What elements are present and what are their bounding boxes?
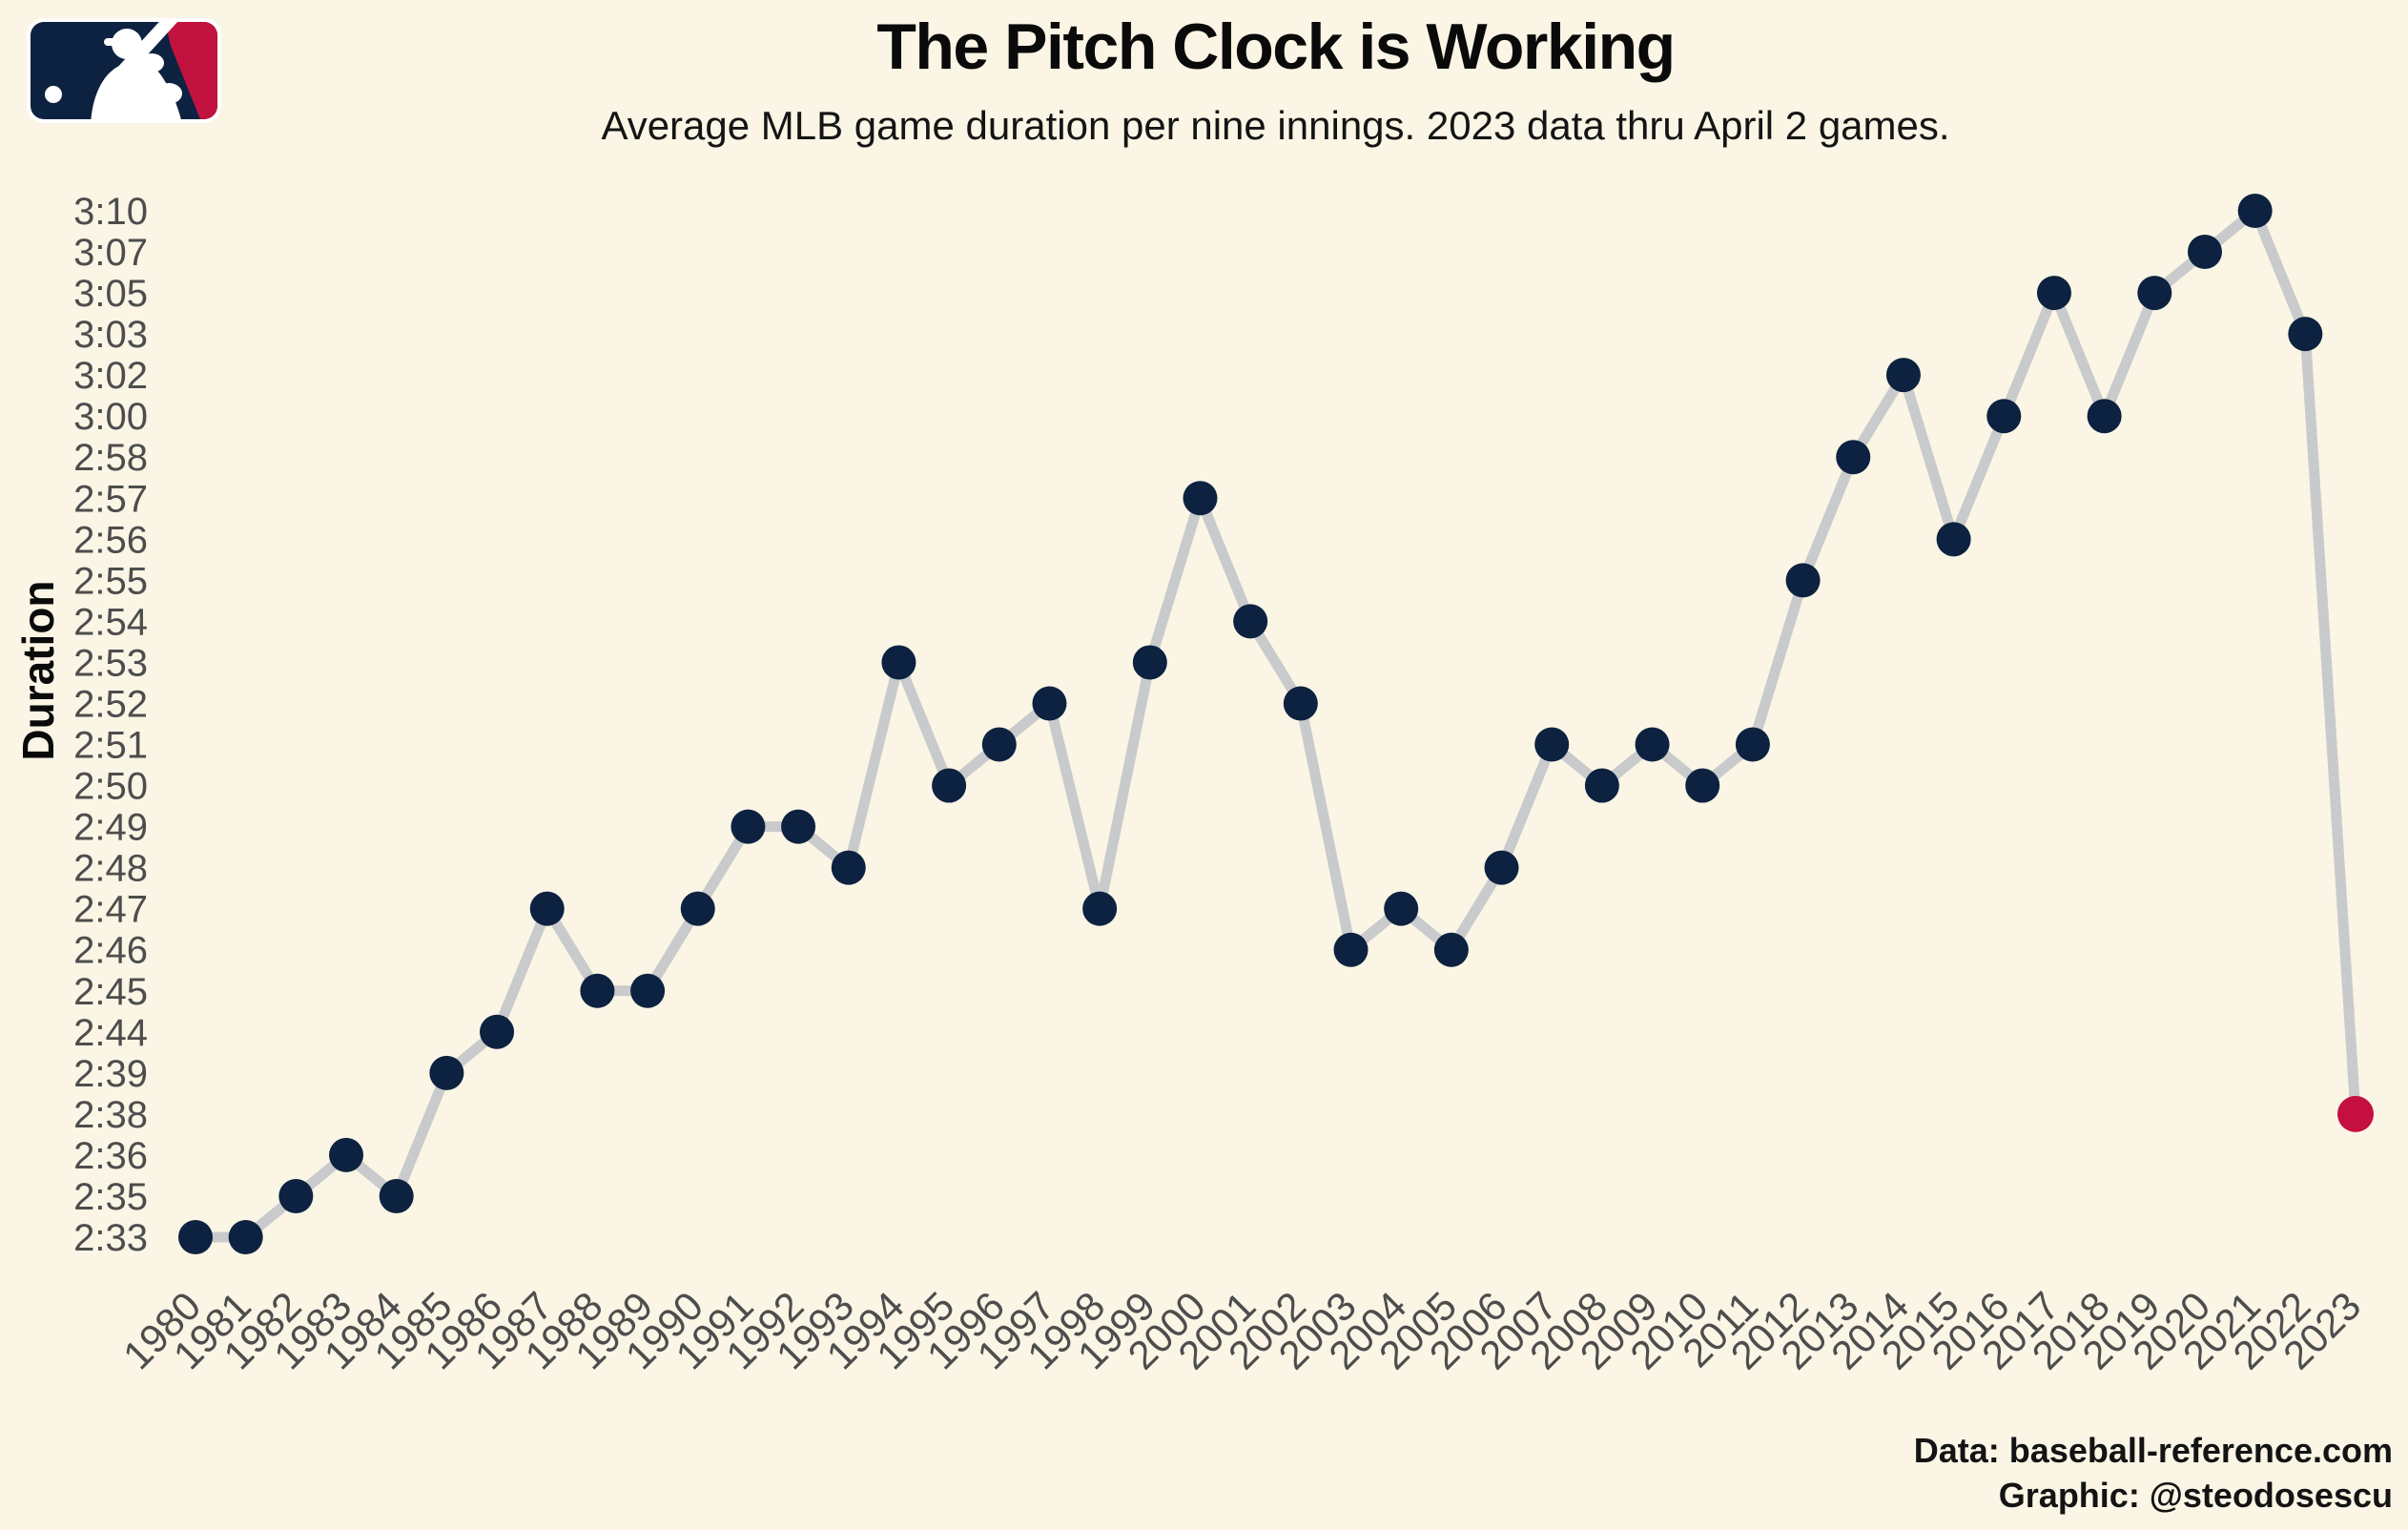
data-point <box>2237 194 2273 228</box>
data-point <box>2087 399 2122 434</box>
data-point-highlight-2023 <box>2337 1095 2374 1132</box>
y-tick-label: 2:51 <box>73 725 148 767</box>
y-tick-label: 2:46 <box>73 930 148 972</box>
data-point <box>1082 891 1118 926</box>
data-point <box>1836 440 1871 475</box>
logo-helmet-brim <box>104 38 129 46</box>
data-point <box>228 1220 263 1254</box>
data-point <box>480 1014 515 1049</box>
logo-red-field <box>165 22 217 119</box>
data-point <box>1032 686 1067 721</box>
y-tick-label: 2:33 <box>73 1217 148 1259</box>
data-point <box>1936 522 1971 557</box>
y-tick-label: 2:57 <box>73 478 148 520</box>
data-point <box>630 973 666 1008</box>
y-tick-label: 2:50 <box>73 766 148 808</box>
y-tick-label: 2:52 <box>73 683 148 725</box>
data-point <box>1384 891 1419 926</box>
data-point <box>831 850 866 885</box>
y-tick-label: 3:02 <box>73 355 148 397</box>
data-point <box>1685 768 1720 803</box>
data-point <box>329 1137 364 1172</box>
data-point <box>1283 686 1318 721</box>
y-tick-label: 2:56 <box>73 519 148 561</box>
y-tick-label: 2:49 <box>73 807 148 849</box>
data-point <box>1433 932 1469 967</box>
y-tick-label: 2:48 <box>73 848 148 890</box>
y-tick-label: 2:47 <box>73 889 148 931</box>
mlb-logo <box>27 18 221 123</box>
data-point <box>580 973 615 1008</box>
data-point <box>2137 276 2172 311</box>
data-point <box>2187 235 2222 270</box>
y-tick-label: 2:53 <box>73 642 148 684</box>
y-tick-label: 3:07 <box>73 232 148 274</box>
y-tick-label: 3:10 <box>73 191 148 233</box>
data-point <box>1233 604 1268 639</box>
y-axis-tick-labels: 3:103:073:053:033:023:002:582:572:562:55… <box>73 191 148 1259</box>
data-point <box>2036 276 2071 311</box>
data-point <box>680 891 715 926</box>
data-point <box>278 1178 314 1213</box>
y-tick-label: 2:58 <box>73 437 148 479</box>
data-point <box>1635 727 1670 762</box>
data-point <box>932 768 967 803</box>
data-point <box>981 727 1017 762</box>
y-tick-label: 2:54 <box>73 601 148 643</box>
y-tick-label: 2:38 <box>73 1094 148 1136</box>
data-point <box>529 891 565 926</box>
data-point <box>781 809 816 844</box>
page-title: The Pitch Clock is Working <box>876 10 1676 83</box>
y-tick-label: 2:55 <box>73 560 148 602</box>
logo-ball <box>45 86 62 103</box>
data-point <box>1584 768 1619 803</box>
data-point <box>379 1178 414 1213</box>
y-tick-label: 2:36 <box>73 1135 148 1177</box>
data-point <box>178 1220 213 1254</box>
data-point <box>1735 727 1770 762</box>
x-axis-tick-labels: 1980198119821983198419851986198719881989… <box>114 1283 2369 1377</box>
data-point <box>1484 850 1519 885</box>
data-point <box>1132 645 1167 680</box>
logo-batter-arm <box>155 83 182 104</box>
data-point <box>731 809 766 844</box>
data-source-credit: Data: baseball-reference.com <box>1913 1431 2393 1471</box>
data-point <box>1183 481 1218 516</box>
credits: Data: baseball-reference.com Graphic: @s… <box>1914 1429 2393 1519</box>
data-point <box>1885 358 1921 393</box>
data-point <box>429 1055 464 1090</box>
y-tick-label: 2:44 <box>73 1012 148 1054</box>
page-subtitle: Average MLB game duration per nine innin… <box>601 103 1950 148</box>
data-point <box>1534 727 1570 762</box>
y-tick-label: 3:03 <box>73 314 148 356</box>
y-tick-label: 3:00 <box>73 396 148 438</box>
y-tick-label: 2:35 <box>73 1176 148 1218</box>
logo-batter-hands <box>139 53 164 72</box>
data-point <box>1785 563 1821 598</box>
graphic-author-credit: Graphic: @steodosescu <box>1998 1476 2393 1516</box>
data-point <box>881 645 916 680</box>
trend-line <box>190 205 2361 1243</box>
logo-batter-body <box>91 61 182 119</box>
data-point <box>1333 932 1369 967</box>
data-point <box>1986 399 2022 434</box>
data-points <box>178 194 2374 1254</box>
y-tick-label: 2:45 <box>73 971 148 1013</box>
y-tick-label: 3:05 <box>73 273 148 315</box>
y-tick-label: 2:39 <box>73 1053 148 1095</box>
data-point <box>2288 317 2323 352</box>
